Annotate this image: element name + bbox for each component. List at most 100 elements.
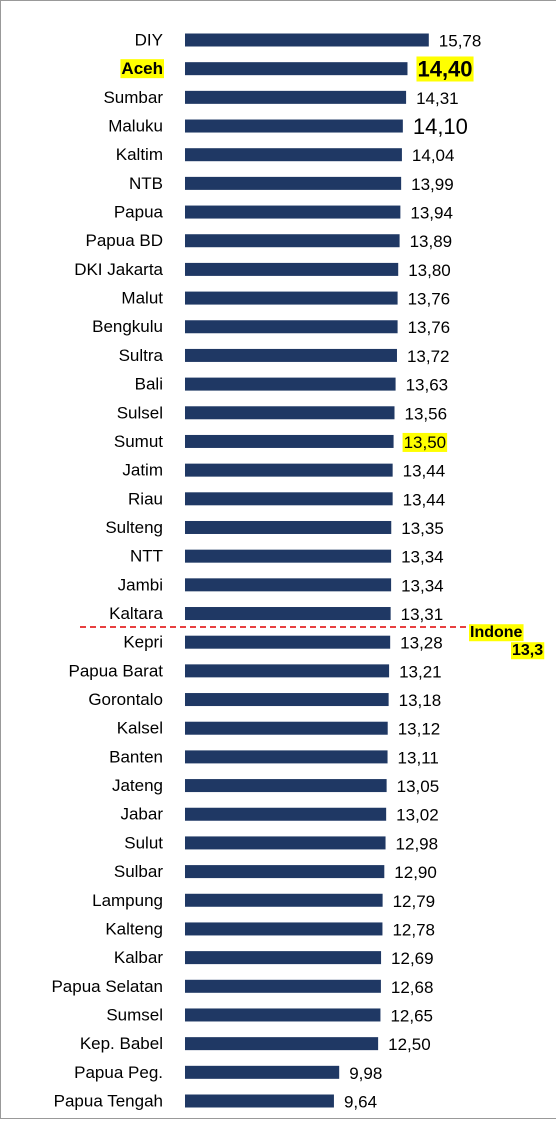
category-label: Kalbar (114, 948, 163, 967)
bar (185, 893, 383, 907)
bar (185, 234, 400, 248)
value-label: 12,90 (394, 863, 437, 882)
value-label: 13,99 (411, 175, 454, 194)
category-label: Papua Tengah (54, 1091, 163, 1110)
highlight (511, 642, 545, 660)
annotation: 13,3 (512, 642, 543, 659)
value-label: 12,69 (391, 949, 434, 968)
value-label: 13,44 (403, 490, 446, 509)
category-label: Riau (128, 489, 163, 508)
bar (185, 979, 381, 993)
highlight (416, 56, 474, 82)
category-label: Jambi (118, 575, 163, 594)
category-label: Papua Peg. (74, 1063, 163, 1082)
category-label: Jabar (120, 805, 163, 824)
value-label: 13,21 (399, 662, 442, 681)
bar (185, 205, 401, 219)
category-label: Papua Barat (68, 661, 163, 680)
category-label: Sulsel (117, 403, 163, 422)
bar (185, 549, 392, 563)
bar (185, 779, 387, 793)
value-label: 12,78 (392, 920, 435, 939)
category-label: Sulbar (114, 862, 163, 881)
highlight (469, 624, 524, 642)
category-label: Malut (121, 289, 163, 308)
bar (185, 348, 397, 362)
category-label: DIY (135, 30, 163, 49)
category-label: Maluku (108, 117, 163, 136)
value-label: 13,63 (406, 376, 449, 395)
category-label: Papua BD (86, 231, 164, 250)
bar (185, 291, 398, 305)
category-label: Papua Selatan (51, 977, 163, 996)
category-label: Kaltara (109, 604, 163, 623)
category-label: Banten (109, 747, 163, 766)
bar (185, 1065, 340, 1079)
value-label: 13,94 (410, 204, 453, 223)
category-label: Sulut (124, 833, 163, 852)
bar (185, 434, 394, 448)
category-label: Sultra (119, 346, 164, 365)
value-label: 13,72 (407, 347, 450, 366)
category-label: Kepri (123, 633, 163, 652)
value-label: 12,50 (388, 1035, 431, 1054)
value-label: 12,65 (390, 1006, 433, 1025)
category-label: Sumbar (103, 88, 163, 107)
value-label: 13,80 (408, 261, 451, 280)
category-label: Aceh (121, 59, 163, 78)
category-label: Bengkulu (92, 317, 163, 336)
bar (185, 807, 387, 821)
value-label: 13,35 (401, 519, 444, 538)
bar (185, 90, 407, 104)
category-label: Jateng (112, 776, 163, 795)
value-label: 13,05 (397, 777, 440, 796)
bar (185, 520, 392, 534)
value-label: 14,10 (413, 114, 468, 139)
value-label: 9,64 (344, 1092, 377, 1111)
bar (185, 406, 395, 420)
bar (185, 1008, 381, 1022)
category-label: Kalteng (105, 919, 163, 938)
category-label: DKI Jakarta (74, 260, 163, 279)
value-label: 12,79 (393, 892, 436, 911)
value-label: 13,50 (404, 433, 447, 452)
bar (185, 377, 396, 391)
value-label: 13,56 (405, 404, 448, 423)
highlight (120, 59, 164, 79)
value-label: 9,98 (349, 1064, 382, 1083)
value-label: 14,31 (416, 89, 459, 108)
category-label: Lampung (92, 891, 163, 910)
bar (185, 1037, 379, 1051)
category-label: Bali (135, 375, 163, 394)
bar (185, 836, 386, 850)
category-label: Kalsel (117, 719, 163, 738)
value-label: 13,89 (410, 232, 453, 251)
bar (185, 119, 403, 133)
value-label: 13,11 (398, 748, 439, 767)
value-label: 13,76 (408, 318, 451, 337)
bar (185, 635, 391, 649)
bar (185, 492, 393, 506)
bar (185, 951, 382, 965)
bar (185, 750, 388, 764)
bar (185, 721, 388, 735)
value-label: 13,76 (408, 290, 451, 309)
category-label: Sulteng (105, 518, 163, 537)
value-label: 12,68 (391, 978, 434, 997)
value-label: 13,28 (400, 634, 443, 653)
category-label: NTT (130, 547, 163, 566)
bar (185, 320, 398, 334)
bar (185, 693, 389, 707)
bar (185, 865, 385, 879)
value-label: 13,34 (401, 548, 444, 567)
value-label: 13,34 (401, 576, 444, 595)
category-label: Sumut (114, 432, 163, 451)
bar (185, 922, 383, 936)
bar (185, 607, 391, 621)
bar (185, 262, 399, 276)
bar (185, 578, 392, 592)
value-label: 14,40 (417, 56, 472, 81)
value-label: 14,04 (412, 146, 455, 165)
